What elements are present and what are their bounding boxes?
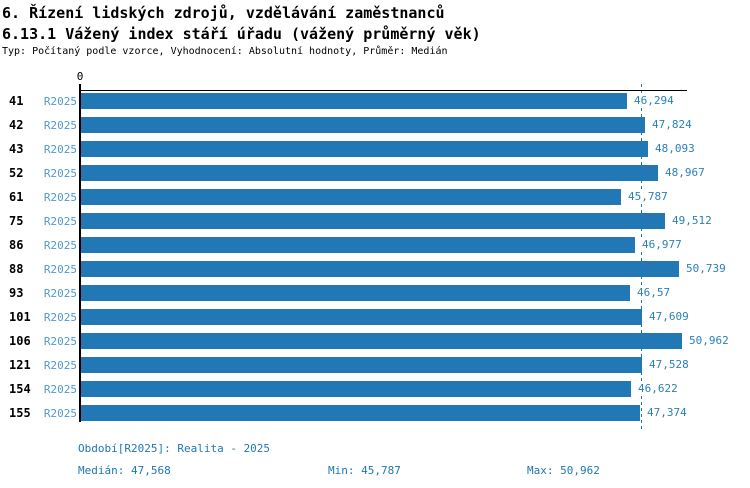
value-bar — [81, 237, 635, 253]
stat-min: Min: 45,787 — [328, 464, 401, 477]
legend-period: Období[R2025]: Realita - 2025 — [78, 442, 271, 455]
org-id-label: 106 — [9, 334, 31, 348]
org-id-label: 101 — [9, 310, 31, 324]
period-label: R2025 — [43, 311, 77, 324]
period-label: R2025 — [43, 383, 77, 396]
y-axis-line — [79, 84, 81, 422]
value-label: 46,294 — [633, 94, 675, 107]
value-bar — [81, 357, 642, 373]
org-id-label: 61 — [9, 190, 24, 204]
period-label: R2025 — [43, 119, 77, 132]
value-label: 47,528 — [648, 358, 690, 371]
value-label: 48,093 — [654, 142, 696, 155]
value-label: 47,609 — [648, 310, 690, 323]
value-label: 47,824 — [651, 118, 693, 131]
org-id-label: 75 — [9, 214, 24, 228]
period-label: R2025 — [43, 95, 77, 108]
org-id-label: 52 — [9, 166, 24, 180]
median-line — [641, 84, 642, 430]
value-bar — [81, 165, 658, 181]
period-label: R2025 — [43, 335, 77, 348]
period-label: R2025 — [43, 287, 77, 300]
org-id-label: 43 — [9, 142, 24, 156]
stat-max: Max: 50,962 — [527, 464, 600, 477]
period-label: R2025 — [43, 407, 77, 420]
value-bar — [81, 381, 631, 397]
stat-median: Medián: 47,568 — [78, 464, 171, 477]
period-label: R2025 — [43, 143, 77, 156]
period-label: R2025 — [43, 263, 77, 276]
period-label: R2025 — [43, 359, 77, 372]
chart-settings-subtitle: Typ: Počítaný podle vzorce, Vyhodnocení:… — [2, 46, 448, 57]
value-bar — [81, 405, 640, 421]
value-bar — [81, 189, 621, 205]
value-bar — [81, 93, 627, 109]
value-bar — [81, 285, 630, 301]
value-bar — [81, 213, 665, 229]
value-label: 46,57 — [636, 286, 672, 299]
period-label: R2025 — [43, 191, 77, 204]
period-label: R2025 — [43, 215, 77, 228]
report-section-title: 6. Řízení lidských zdrojů, vzdělávání za… — [2, 4, 445, 22]
value-label: 45,787 — [627, 190, 669, 203]
org-id-label: 42 — [9, 118, 24, 132]
value-bar — [81, 117, 645, 133]
x-axis-zero-label: 0 — [76, 70, 84, 83]
value-label: 46,622 — [637, 382, 679, 395]
value-bar — [81, 261, 679, 277]
chart-title: 6.13.1 Vážený index stáří úřadu (vážený … — [2, 25, 481, 43]
value-label: 47,374 — [646, 406, 688, 419]
org-id-label: 155 — [9, 406, 31, 420]
org-id-label: 121 — [9, 358, 31, 372]
value-label: 48,967 — [664, 166, 706, 179]
org-id-label: 93 — [9, 286, 24, 300]
value-label: 46,977 — [641, 238, 683, 251]
x-axis-line — [79, 90, 687, 91]
period-label: R2025 — [43, 239, 77, 252]
value-bar — [81, 333, 682, 349]
value-label: 49,512 — [671, 214, 713, 227]
period-label: R2025 — [43, 167, 77, 180]
value-label: 50,962 — [688, 334, 730, 347]
value-label: 50,739 — [685, 262, 727, 275]
org-id-label: 154 — [9, 382, 31, 396]
value-bar — [81, 309, 642, 325]
value-bar — [81, 141, 648, 157]
org-id-label: 88 — [9, 262, 24, 276]
org-id-label: 86 — [9, 238, 24, 252]
org-id-label: 41 — [9, 94, 24, 108]
